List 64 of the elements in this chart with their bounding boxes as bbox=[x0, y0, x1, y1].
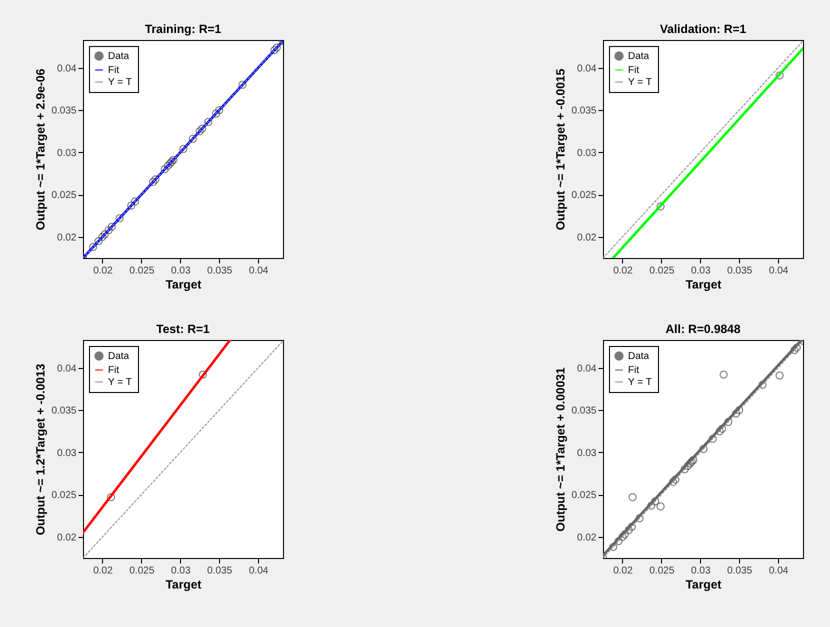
x-tick-label: 0.02 bbox=[613, 566, 634, 576]
x-tick-label: 0.03 bbox=[691, 266, 711, 276]
legend-label: Y = T bbox=[628, 377, 652, 388]
y-tick-label: 0.025 bbox=[51, 490, 77, 502]
y-tick-label: 0.025 bbox=[571, 190, 597, 202]
y-tick-label: 0.035 bbox=[51, 106, 77, 117]
chart-title: All: R=0.9848 bbox=[665, 322, 741, 336]
legend-label: Fit bbox=[108, 65, 120, 76]
x-axis-title: Target bbox=[166, 578, 202, 592]
legend-label: Data bbox=[108, 351, 130, 362]
y-tick-label: 0.025 bbox=[51, 190, 77, 202]
y-tick-label: 0.035 bbox=[51, 406, 77, 417]
y-axis-title: Output ~= 1*Target + 0.00031 bbox=[553, 367, 568, 532]
y-tick-label: 0.03 bbox=[57, 148, 77, 159]
legend-label: Data bbox=[108, 51, 130, 62]
chart-title: Test: R=1 bbox=[156, 322, 210, 336]
legend-label: Data bbox=[628, 351, 650, 362]
y-tick-label: 0.03 bbox=[57, 448, 77, 459]
legend-label: Fit bbox=[108, 365, 120, 376]
y-axis-title: Output ~= 1*Target + -0.0015 bbox=[553, 68, 568, 230]
legend-label: Fit bbox=[628, 365, 640, 376]
y-tick-label: 0.04 bbox=[57, 63, 77, 74]
x-tick-label: 0.04 bbox=[248, 566, 269, 576]
x-tick-label: 0.03 bbox=[171, 266, 191, 276]
y-axis-title: Output ~= 1*Target + 2.9e-06 bbox=[33, 68, 48, 230]
x-tick-label: 0.025 bbox=[129, 266, 155, 276]
x-axis-title: Target bbox=[166, 278, 202, 292]
x-tick-label: 0.035 bbox=[207, 566, 233, 576]
x-tick-label: 0.035 bbox=[727, 266, 753, 276]
y-tick-label: 0.02 bbox=[577, 532, 597, 544]
legend-label: Fit bbox=[628, 65, 640, 76]
x-tick-label: 0.02 bbox=[93, 266, 114, 276]
y-axis-title: Output ~= 1.2*Target + -0.0013 bbox=[33, 363, 48, 536]
x-tick-label: 0.035 bbox=[727, 566, 753, 576]
x-tick-label: 0.04 bbox=[768, 266, 789, 276]
y-tick-label: 0.03 bbox=[577, 148, 597, 159]
x-tick-label: 0.03 bbox=[691, 566, 711, 576]
chart-title: Training: R=1 bbox=[144, 22, 222, 36]
x-tick-label: 0.02 bbox=[613, 266, 634, 276]
x-tick-label: 0.02 bbox=[93, 566, 114, 576]
y-tick-label: 0.02 bbox=[577, 232, 597, 244]
legend-label: Y = T bbox=[108, 77, 132, 88]
y-tick-label: 0.04 bbox=[577, 63, 597, 74]
legend-label: Y = T bbox=[628, 77, 652, 88]
x-tick-label: 0.025 bbox=[649, 566, 675, 576]
y-tick-label: 0.035 bbox=[571, 106, 597, 117]
legend-label: Data bbox=[628, 51, 650, 62]
x-tick-label: 0.025 bbox=[649, 266, 675, 276]
x-tick-label: 0.04 bbox=[768, 566, 789, 576]
y-tick-label: 0.02 bbox=[57, 532, 77, 544]
x-axis-title: Target bbox=[686, 278, 722, 292]
legend-label: Y = T bbox=[108, 377, 132, 388]
x-tick-label: 0.025 bbox=[129, 566, 155, 576]
chart-title: Validation: R=1 bbox=[660, 22, 746, 36]
x-tick-label: 0.04 bbox=[248, 266, 269, 276]
y-tick-label: 0.025 bbox=[571, 490, 597, 502]
y-tick-label: 0.035 bbox=[571, 406, 597, 417]
y-tick-label: 0.02 bbox=[57, 232, 77, 244]
y-tick-label: 0.04 bbox=[57, 363, 77, 374]
x-axis-title: Target bbox=[686, 578, 722, 592]
y-tick-label: 0.03 bbox=[577, 448, 597, 459]
x-tick-label: 0.035 bbox=[207, 266, 233, 276]
x-tick-label: 0.03 bbox=[171, 566, 191, 576]
y-tick-label: 0.04 bbox=[577, 363, 597, 374]
